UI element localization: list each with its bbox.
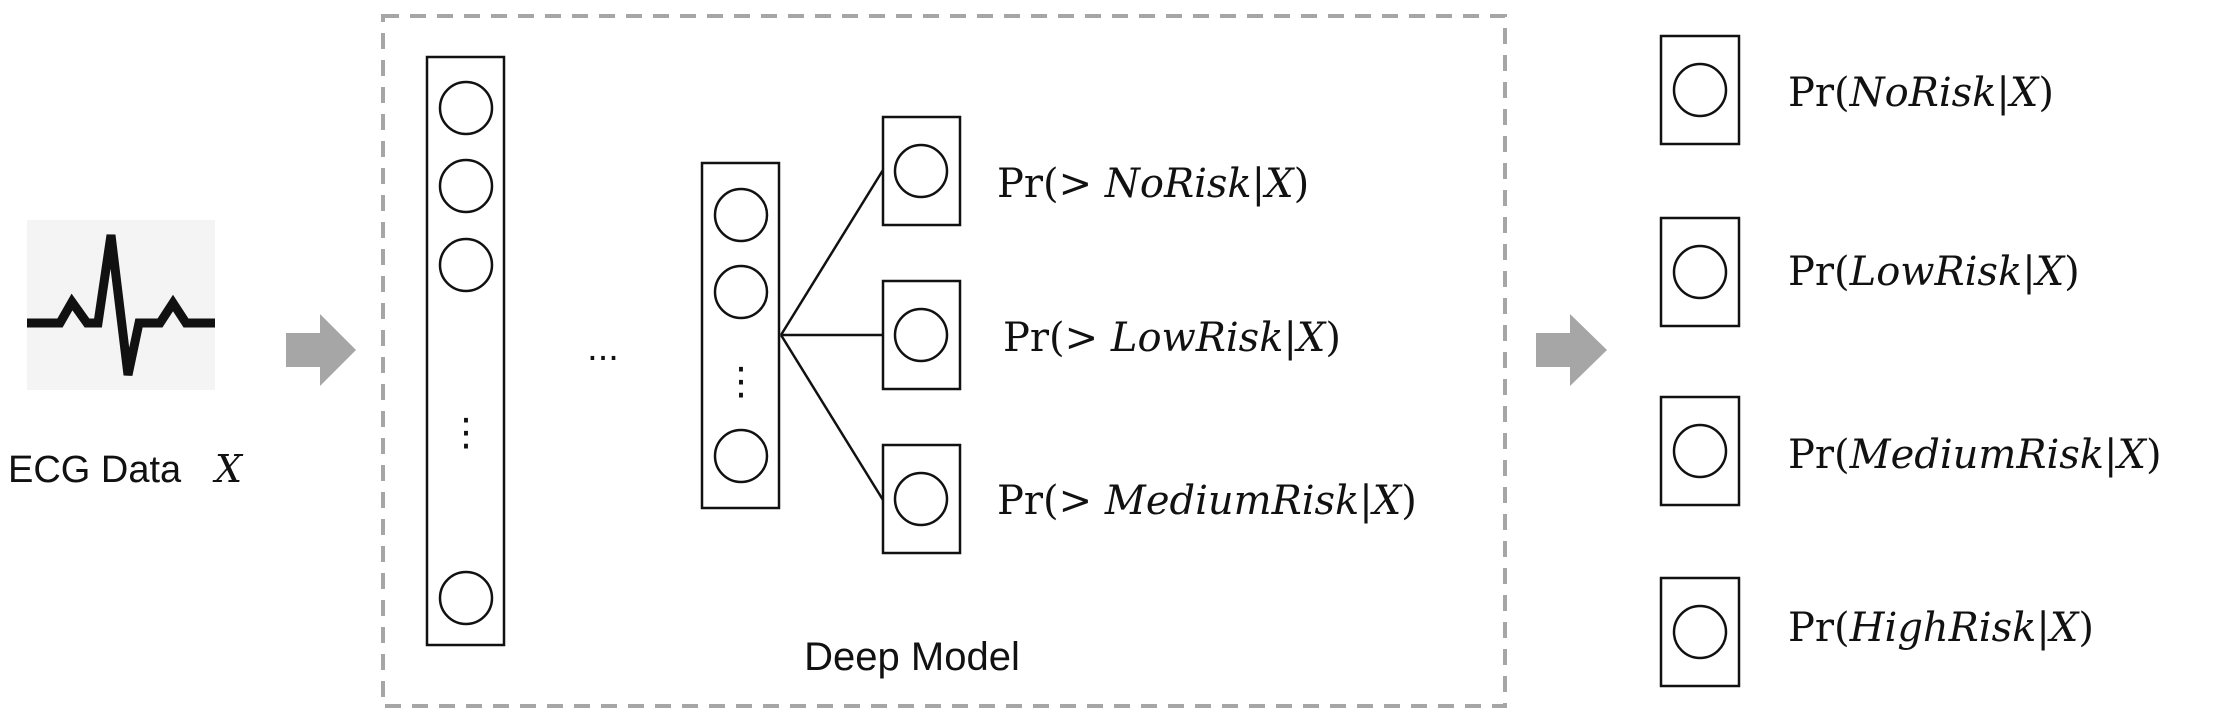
neuron xyxy=(438,570,494,626)
cumulative-output-label: Pr(> LowRisk|X) xyxy=(1003,315,1341,361)
class-output-label: Pr(NoRisk|X) xyxy=(1788,70,2054,116)
cumulative-output-node xyxy=(881,443,962,555)
neuron xyxy=(438,80,494,136)
class-output-label: Pr(LowRisk|X) xyxy=(1788,249,2080,295)
vertical-ellipsis: ⋮ xyxy=(447,412,485,454)
output-connections xyxy=(779,169,885,501)
class-output-node xyxy=(1659,216,1741,328)
hidden-layer xyxy=(700,161,781,510)
layer-ellipsis: ... xyxy=(587,327,619,369)
flow-arrow-icon xyxy=(1536,314,1607,386)
deep-model-container xyxy=(381,14,1507,708)
class-output-label: Pr(HighRisk|X) xyxy=(1788,605,2094,651)
vertical-ellipsis: ⋮ xyxy=(722,361,760,403)
cumulative-output-label: Pr(> MediumRisk|X) xyxy=(997,478,1417,524)
neuron xyxy=(713,264,769,320)
input-layer xyxy=(425,55,506,647)
class-output-label: Pr(MediumRisk|X) xyxy=(1788,432,2162,478)
flow-arrow-icon xyxy=(286,314,356,386)
input-variable: X xyxy=(212,447,244,491)
input-label: ECG Data xyxy=(8,449,182,491)
neuron xyxy=(713,187,769,243)
ecg-waveform-icon xyxy=(27,220,215,390)
cumulative-output-label: Pr(> NoRisk|X) xyxy=(997,161,1309,207)
cumulative-output-node xyxy=(881,115,962,227)
class-output-node xyxy=(1659,395,1741,507)
neuron xyxy=(438,237,494,293)
cumulative-output-node xyxy=(881,279,962,391)
neuron xyxy=(438,158,494,214)
class-output-node xyxy=(1659,576,1741,688)
deep-model-label: Deep Model xyxy=(804,635,1020,679)
class-output-node xyxy=(1659,34,1741,146)
neuron xyxy=(713,428,769,484)
